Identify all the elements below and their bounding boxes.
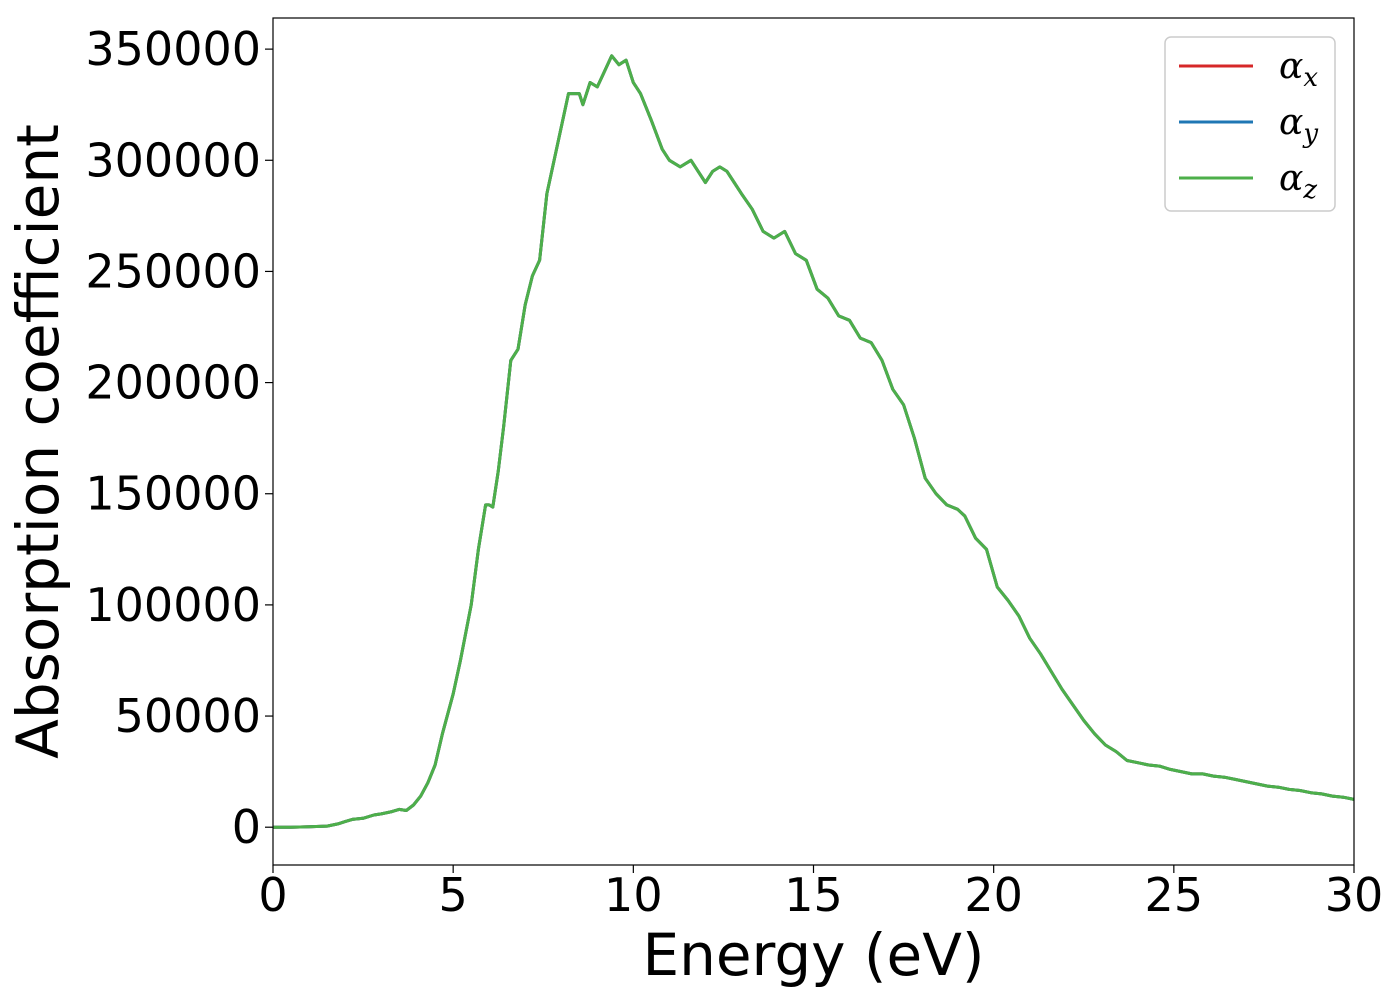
x-tick-label: 20 [964, 868, 1023, 922]
y-axis-title: Absorption coefficient [4, 124, 72, 759]
x-tick-label: 5 [439, 868, 468, 922]
x-tick-label: 15 [784, 868, 843, 922]
y-tick-label: 200000 [85, 356, 261, 410]
y-tick-label: 0 [232, 800, 261, 854]
y-axis: 0 50000 100000 150000 200000 250000 300000 3500… [85, 22, 273, 854]
legend-box [1164, 36, 1336, 212]
x-axis-title: Energy (eV) [642, 921, 984, 989]
x-tick-label: 10 [604, 868, 663, 922]
y-tick-label: 250000 [85, 244, 261, 298]
x-tick-label: 0 [258, 868, 287, 922]
series-lines [273, 54, 1355, 829]
y-tick-label: 150000 [85, 467, 261, 521]
y-tick-label: 50000 [115, 689, 261, 743]
x-tick-label: 25 [1145, 868, 1204, 922]
x-axis: 0 5 10 15 20 25 30 [258, 865, 1383, 922]
y-tick-label: 300000 [85, 133, 261, 187]
y-tick-label: 350000 [85, 22, 261, 76]
x-tick-label: 30 [1325, 868, 1384, 922]
series-line-alpha-z [273, 54, 1355, 829]
y-tick-label: 100000 [85, 578, 261, 632]
